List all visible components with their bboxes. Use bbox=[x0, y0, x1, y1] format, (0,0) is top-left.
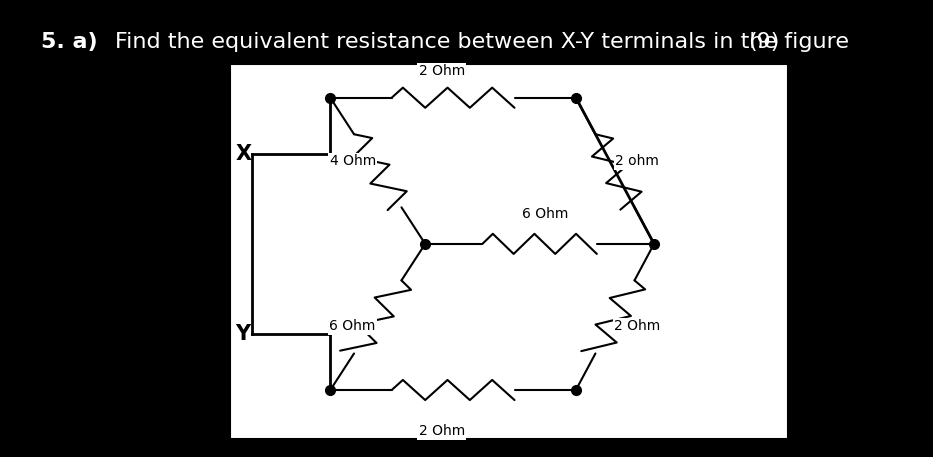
Text: 6 Ohm: 6 Ohm bbox=[522, 207, 568, 221]
FancyBboxPatch shape bbox=[230, 64, 788, 439]
Text: Find the equivalent resistance between X-Y terminals in the figure: Find the equivalent resistance between X… bbox=[115, 32, 849, 52]
Text: X: X bbox=[235, 144, 252, 164]
Text: 5. a): 5. a) bbox=[41, 32, 98, 52]
Text: 2 Ohm: 2 Ohm bbox=[419, 424, 465, 438]
Text: 6 Ohm: 6 Ohm bbox=[329, 319, 376, 333]
Text: 2 ohm: 2 ohm bbox=[616, 154, 660, 169]
Text: 4 Ohm: 4 Ohm bbox=[329, 154, 376, 169]
Text: 2 Ohm: 2 Ohm bbox=[614, 319, 661, 333]
Text: Y: Y bbox=[235, 324, 251, 344]
Text: (9): (9) bbox=[748, 32, 780, 52]
Text: 2 Ohm: 2 Ohm bbox=[419, 64, 465, 79]
